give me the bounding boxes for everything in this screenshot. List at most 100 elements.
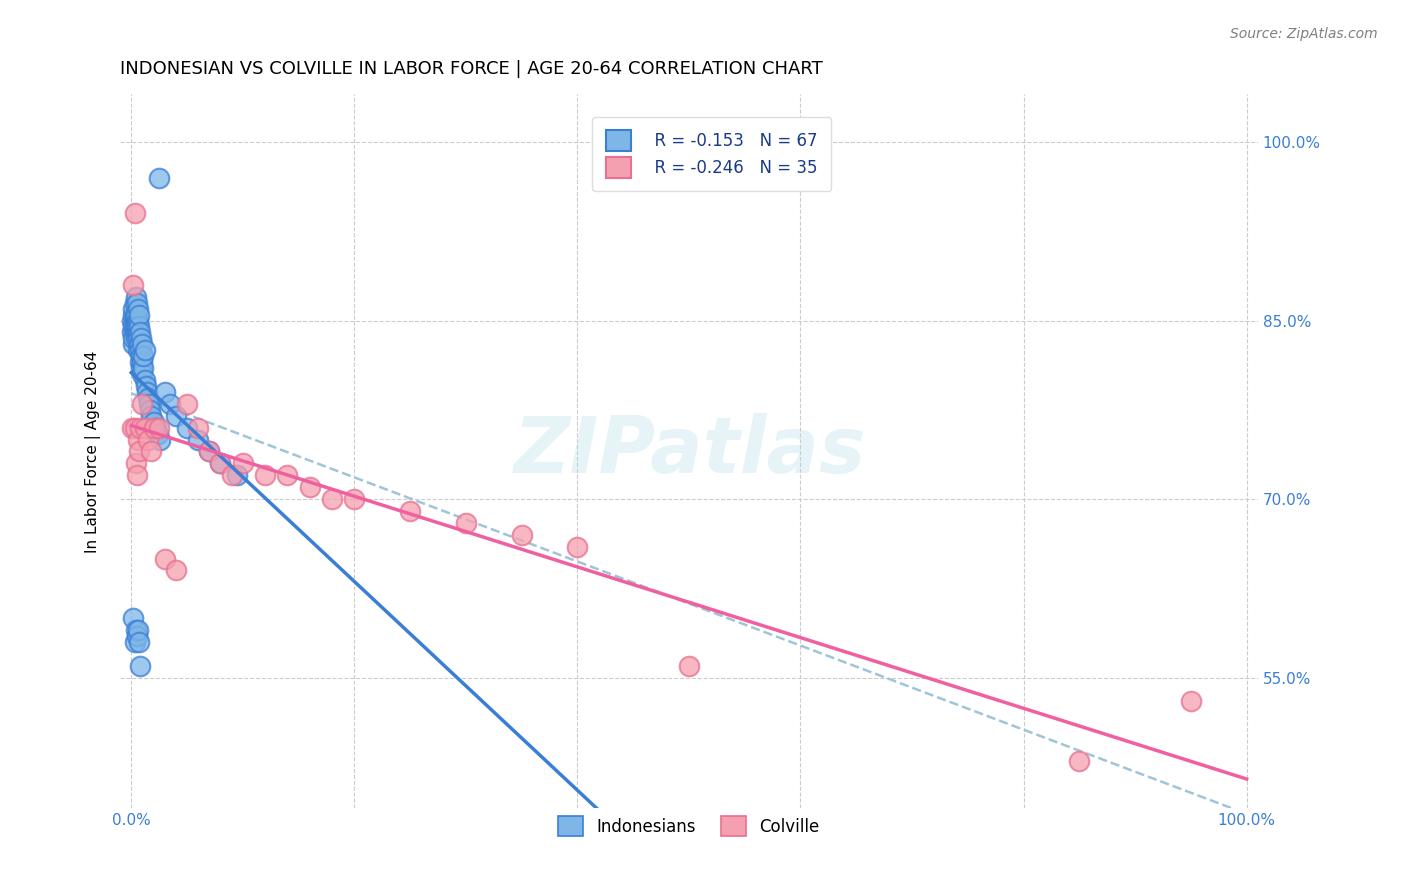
Point [129, 331, 152, 345]
Point [124, 420, 146, 434]
Y-axis label: In Labor Force | Age 20-64: In Labor Force | Age 20-64 [86, 351, 101, 553]
Point [136, 433, 159, 447]
Point [124, 456, 146, 470]
Point [127, 331, 149, 345]
Point [124, 295, 146, 310]
Point [209, 456, 232, 470]
Point [134, 373, 156, 387]
Point [567, 540, 589, 554]
Point [187, 433, 209, 447]
Point [226, 468, 249, 483]
Point [1069, 754, 1091, 768]
Point [128, 319, 150, 334]
Point [124, 331, 146, 345]
Point [176, 397, 198, 411]
Point [146, 426, 169, 441]
Point [124, 308, 146, 322]
Point [129, 326, 152, 340]
Point [131, 337, 153, 351]
Point [510, 527, 533, 541]
Point [187, 420, 209, 434]
Point [135, 384, 157, 399]
Point [298, 480, 321, 494]
Point [254, 468, 277, 483]
Point [129, 343, 152, 358]
Text: ZIPatlas: ZIPatlas [513, 413, 865, 490]
Point [124, 308, 146, 322]
Point [125, 319, 148, 334]
Point [454, 516, 477, 530]
Point [121, 313, 143, 327]
Point [678, 658, 700, 673]
Point [132, 361, 155, 376]
Point [399, 504, 422, 518]
Point [125, 468, 148, 483]
Point [127, 301, 149, 316]
Point [128, 337, 150, 351]
Point [135, 379, 157, 393]
Point [125, 326, 148, 340]
Point [122, 319, 145, 334]
Point [131, 355, 153, 369]
Text: Source: ZipAtlas.com: Source: ZipAtlas.com [1230, 27, 1378, 41]
Point [125, 313, 148, 327]
Point [129, 420, 152, 434]
Point [124, 635, 146, 649]
Point [138, 397, 160, 411]
Point [125, 629, 148, 643]
Point [124, 319, 146, 334]
Legend: Indonesians, Colville: Indonesians, Colville [551, 809, 827, 843]
Point [221, 468, 243, 483]
Point [128, 308, 150, 322]
Point [165, 564, 187, 578]
Point [127, 623, 149, 637]
Point [121, 420, 143, 434]
Point [127, 313, 149, 327]
Point [127, 326, 149, 340]
Point [121, 326, 143, 340]
Point [148, 170, 170, 185]
Point [129, 355, 152, 369]
Point [153, 384, 176, 399]
Point [134, 343, 156, 358]
Point [122, 277, 145, 292]
Point [122, 337, 145, 351]
Point [165, 409, 187, 423]
Point [141, 409, 163, 423]
Point [159, 397, 181, 411]
Point [125, 295, 148, 310]
Point [209, 456, 232, 470]
Point [124, 290, 146, 304]
Point [134, 420, 156, 434]
Point [141, 444, 163, 458]
Point [122, 308, 145, 322]
Point [232, 456, 254, 470]
Point [127, 433, 149, 447]
Point [129, 658, 152, 673]
Point [124, 313, 146, 327]
Point [149, 433, 172, 447]
Point [142, 420, 165, 434]
Point [122, 301, 145, 316]
Point [131, 367, 153, 381]
Point [122, 331, 145, 345]
Point [176, 420, 198, 434]
Point [276, 468, 298, 483]
Point [131, 397, 153, 411]
Point [142, 415, 165, 429]
Point [145, 420, 167, 434]
Text: INDONESIAN VS COLVILLE IN LABOR FORCE | AGE 20-64 CORRELATION CHART: INDONESIAN VS COLVILLE IN LABOR FORCE | … [120, 60, 823, 78]
Point [124, 206, 146, 220]
Point [124, 623, 146, 637]
Point [127, 343, 149, 358]
Point [198, 444, 221, 458]
Point [122, 611, 145, 625]
Point [128, 635, 150, 649]
Point [124, 326, 146, 340]
Point [148, 420, 170, 434]
Point [153, 551, 176, 566]
Point [136, 391, 159, 405]
Point [129, 361, 152, 376]
Point [139, 402, 162, 417]
Point [198, 444, 221, 458]
